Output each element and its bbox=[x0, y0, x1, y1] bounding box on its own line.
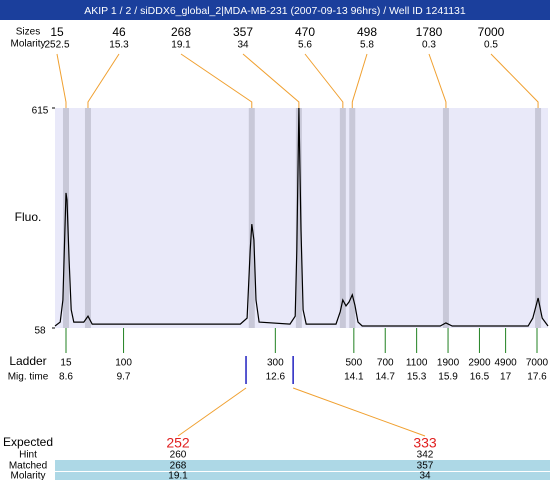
expected-connector bbox=[292, 387, 426, 437]
row-label: Hint bbox=[19, 450, 37, 461]
peak-molarity: 5.6 bbox=[298, 40, 312, 51]
peak-molarity: 5.8 bbox=[360, 40, 374, 51]
ladder-size: 300 bbox=[267, 358, 284, 369]
row-label: Molarity bbox=[10, 471, 45, 480]
peak-size: 357 bbox=[233, 25, 253, 39]
matched-value: 268 bbox=[170, 461, 187, 472]
peak-connector bbox=[304, 53, 344, 108]
trace bbox=[54, 107, 549, 327]
row-label: Ladder bbox=[9, 354, 46, 368]
peak-connector bbox=[87, 53, 120, 108]
ladder-time: 16.5 bbox=[470, 372, 490, 383]
ladder-size: 15 bbox=[60, 358, 72, 369]
ladder-size: 500 bbox=[345, 358, 362, 369]
peak-band bbox=[248, 108, 255, 328]
ladder-size: 100 bbox=[115, 358, 132, 369]
expected-connector bbox=[177, 387, 247, 437]
peak-band bbox=[295, 108, 302, 328]
y-axis-label: Fluo. bbox=[15, 210, 42, 224]
expected-value: 252 bbox=[166, 435, 190, 451]
peak-size: 1780 bbox=[416, 25, 443, 39]
ladder-size: 4900 bbox=[494, 358, 517, 369]
ladder-time: 17.6 bbox=[527, 372, 547, 383]
peak-size: 498 bbox=[357, 25, 377, 39]
matched-row-bg bbox=[55, 460, 550, 471]
ladder-size: 7000 bbox=[526, 358, 549, 369]
peak-band bbox=[349, 108, 356, 328]
molarity-row-bg bbox=[55, 472, 550, 480]
ladder-size: 2900 bbox=[468, 358, 491, 369]
peak-molarity: 15.3 bbox=[109, 40, 129, 51]
molarity-value: 19.1 bbox=[168, 471, 188, 480]
row-label: Mig. time bbox=[8, 372, 49, 383]
y-tick-label: 58 bbox=[34, 326, 46, 337]
peak-connector bbox=[351, 53, 368, 108]
peak-connector bbox=[180, 53, 253, 108]
ladder-size: 1900 bbox=[437, 358, 460, 369]
molarity-value: 34 bbox=[419, 471, 431, 480]
hint-value: 342 bbox=[417, 450, 434, 461]
peak-size: 7000 bbox=[478, 25, 505, 39]
ladder-time: 9.7 bbox=[117, 372, 131, 383]
peak-connector bbox=[242, 53, 300, 108]
row-label: Sizes bbox=[16, 27, 40, 38]
title-bar bbox=[0, 0, 550, 20]
row-label: Matched bbox=[9, 461, 47, 472]
peak-band bbox=[442, 108, 449, 328]
peak-molarity: 252.5 bbox=[44, 40, 69, 51]
row-label: Molarity bbox=[10, 39, 45, 50]
ladder-time: 15.3 bbox=[407, 372, 427, 383]
expected-value: 333 bbox=[413, 435, 437, 451]
y-tick-label: 615 bbox=[32, 106, 49, 117]
peak-size: 46 bbox=[112, 25, 126, 39]
ladder-time: 14.7 bbox=[376, 372, 396, 383]
peak-connector bbox=[56, 53, 67, 108]
peak-molarity: 19.1 bbox=[171, 40, 191, 51]
peak-band bbox=[62, 108, 69, 328]
row-label: Expected bbox=[3, 435, 53, 449]
ladder-time: 8.6 bbox=[59, 372, 73, 383]
title: AKIP 1 / 2 / siDDX6_global_2|MDA-MB-231 … bbox=[84, 5, 466, 17]
ladder-time: 12.6 bbox=[266, 372, 286, 383]
matched-value: 357 bbox=[417, 461, 434, 472]
peak-molarity: 0.3 bbox=[422, 40, 436, 51]
peak-size: 470 bbox=[295, 25, 315, 39]
peak-band bbox=[84, 108, 91, 328]
ladder-time: 15.9 bbox=[438, 372, 458, 383]
hint-value: 260 bbox=[170, 450, 187, 461]
peak-size: 15 bbox=[50, 25, 64, 39]
ladder-time: 17 bbox=[500, 372, 512, 383]
ladder-size: 700 bbox=[377, 358, 394, 369]
ladder-time: 14.1 bbox=[344, 372, 364, 383]
peak-size: 268 bbox=[171, 25, 191, 39]
peak-connector bbox=[490, 53, 539, 108]
ladder-size: 1100 bbox=[406, 358, 428, 369]
peak-molarity: 34 bbox=[237, 40, 249, 51]
peak-molarity: 0.5 bbox=[484, 40, 498, 51]
peak-connector bbox=[428, 53, 447, 108]
peak-band bbox=[535, 108, 542, 328]
peak-band bbox=[339, 108, 346, 328]
